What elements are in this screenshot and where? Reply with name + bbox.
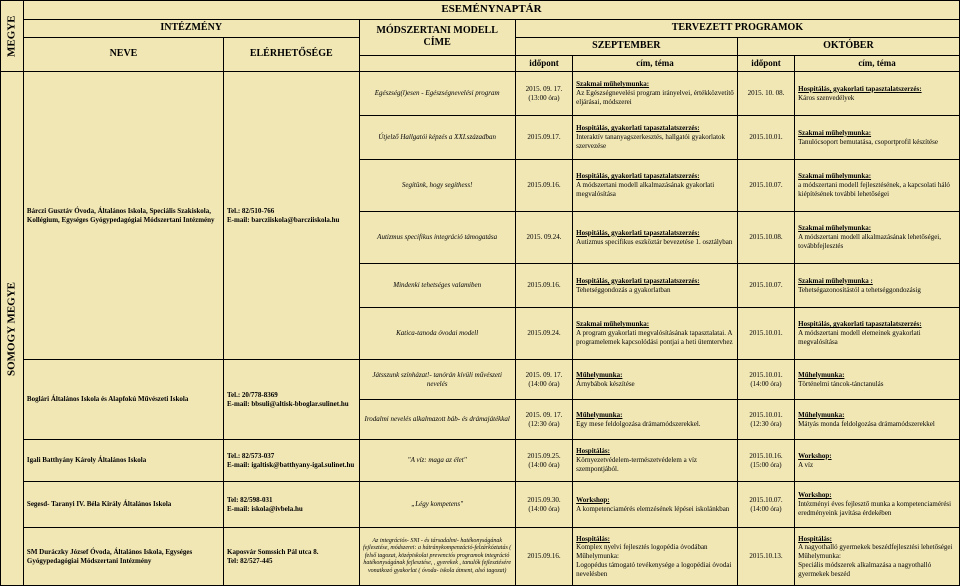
model-0: Egészség(l)esen - Egészségnevelési progr…: [359, 72, 515, 116]
inst-name-0: Bárczi Gusztáv Óvoda, Általános Iskola, …: [23, 72, 223, 360]
st-9: Workshop:A kompetenciamérés elemzésének …: [573, 482, 738, 528]
model-1: Útjelző Hallgatói képzés a XXI.században: [359, 116, 515, 160]
od-4: 2015.10.07.: [737, 264, 794, 308]
sd-2: 2015.09.16.: [515, 160, 572, 212]
od-0: 2015. 10. 08.: [737, 72, 794, 116]
model-5: Katica-tanoda óvodai modell: [359, 308, 515, 360]
od-6: 2015.10.01. (14:00 óra): [737, 360, 794, 400]
od-3: 2015.10.08.: [737, 212, 794, 264]
ot-4: Szakmai műhelymunka :Tehetségazonosítást…: [795, 264, 960, 308]
model-8: "A víz: maga az élet": [359, 440, 515, 482]
model-2: Segítünk, hogy segíthess!: [359, 160, 515, 212]
sd-9: 2015.09.30. (14:00 óra): [515, 482, 572, 528]
model-9: „Légy kompetens": [359, 482, 515, 528]
sd-4: 2015.09.16.: [515, 264, 572, 308]
ot-1: Szakmai műhelymunka:Tanulócsoport bemuta…: [795, 116, 960, 160]
inst-contact-0: Tel.: 82/510-766 E-mail: barcziiskola@ba…: [224, 72, 359, 360]
sd-8: 2015.09.25. (14:00 óra): [515, 440, 572, 482]
st-1: Hospitálás, gyakorlati tapasztalatszerzé…: [573, 116, 738, 160]
st-5: Szakmai műhelymunka:A program gyakorlati…: [573, 308, 738, 360]
model-7: Irodalmi nevelés alkalmazott báb- és drá…: [359, 400, 515, 440]
inst-contact-2: Tel.: 82/573-037 E-mail: igaltisk@batthy…: [224, 440, 359, 482]
ot-header: cím, téma: [795, 55, 960, 71]
ot-10: Hospitálás:A nagyothalló gyermekek beszé…: [795, 528, 960, 586]
oct-header: OKTÓBER: [737, 37, 959, 55]
model-sub: [359, 55, 515, 71]
sd-5: 2015.09.24.: [515, 308, 572, 360]
county-header: MEGYE: [1, 1, 24, 72]
ot-3: Szakmai műhelymunka:A módszertani modell…: [795, 212, 960, 264]
reach-header: ELÉRHETŐSÉGE: [224, 37, 359, 71]
sd-header: időpont: [515, 55, 572, 71]
institution-header: INTÉZMÉNY: [23, 20, 359, 38]
od-7: 2015.10.01. (12:30 óra): [737, 400, 794, 440]
ot-2: Szakmai műhelymunka:a módszertani modell…: [795, 160, 960, 212]
model-10: Az integrációs- SNI - és társadalmi- hat…: [359, 528, 515, 586]
od-9: 2015.10.07. (14:00 óra): [737, 482, 794, 528]
st-2: Hospitálás, gyakorlati tapasztalatszerzé…: [573, 160, 738, 212]
st-7: Műhelymunka:Egy mese feldolgozása drámam…: [573, 400, 738, 440]
ot-7: Műhelymunka:Mátyás monda feldolgozása dr…: [795, 400, 960, 440]
od-10: 2015.10.13.: [737, 528, 794, 586]
sd-3: 2015. 09.24.: [515, 212, 572, 264]
st-0: Szakmai műhelymunka:Az Egészségnevelési …: [573, 72, 738, 116]
od-header: időpont: [737, 55, 794, 71]
event-calendar-table: MEGYE ESEMÉNYNAPTÁR INTÉZMÉNY MÓDSZERTAN…: [0, 0, 960, 586]
st-3: Hospitálás, gyakorlati tapasztalatszerzé…: [573, 212, 738, 264]
sd-1: 2015.09.17.: [515, 116, 572, 160]
county-name: SOMOGY MEGYE: [1, 72, 24, 586]
od-8: 2015.10.16. (15:00 óra): [737, 440, 794, 482]
planned-header: TERVEZETT PROGRAMOK: [515, 20, 959, 38]
model-4: Mindenki tehetséges valamiben: [359, 264, 515, 308]
ot-6: Műhelymunka:Történelmi táncok-tánctanulá…: [795, 360, 960, 400]
sd-6: 2015. 09. 17. (14:00 óra): [515, 360, 572, 400]
sd-0: 2015. 09. 17. (13:00 óra): [515, 72, 572, 116]
inst-contact-1: Tel.: 20/778-8369 E-mail: bbsuli@altisk-…: [224, 360, 359, 440]
st-header: cím, téma: [573, 55, 738, 71]
model-3: Autizmus specifikus integráció támogatás…: [359, 212, 515, 264]
ot-5: Hospitálás, gyakorlati tapasztalatszerzé…: [795, 308, 960, 360]
main-title: ESEMÉNYNAPTÁR: [23, 1, 959, 20]
od-2: 2015.10.07.: [737, 160, 794, 212]
st-6: Műhelymunka:Árnybábok készítése: [573, 360, 738, 400]
ot-9: Workshop:Intézményi éves fejlesztő munka…: [795, 482, 960, 528]
sd-10: 2015.09.16.: [515, 528, 572, 586]
sept-header: SZEPTEMBER: [515, 37, 737, 55]
inst-contact-3: Tel: 82/598-031 E-mail: iskola@ivbela.hu: [224, 482, 359, 528]
ot-0: Hospitálás, gyakorlati tapasztalatszerzé…: [795, 72, 960, 116]
inst-contact-4: Kaposvár Somssich Pál utca 8. Tel: 82/52…: [224, 528, 359, 586]
sd-7: 2015. 09. 17. (12:30 óra): [515, 400, 572, 440]
model-header: MÓDSZERTANI MODELL CÍME: [359, 20, 515, 56]
name-header: NEVE: [23, 37, 223, 71]
inst-name-4: SM Duráczky József Óvoda, Általános Isko…: [23, 528, 223, 586]
inst-name-2: Igali Batthyány Károly Általános Iskola: [23, 440, 223, 482]
od-1: 2015.10.01.: [737, 116, 794, 160]
st-10: Hospitálás:Komplex nyelvi fejlesztés log…: [573, 528, 738, 586]
st-4: Hospitálás, gyakorlati tapasztalatszerzé…: [573, 264, 738, 308]
model-6: Játsszunk színházat!- tanórán kívüli műv…: [359, 360, 515, 400]
st-8: Hospitálás:Környezetvédelem-természetvéd…: [573, 440, 738, 482]
od-5: 2015.10.01.: [737, 308, 794, 360]
ot-8: Workshop:A víz: [795, 440, 960, 482]
inst-name-1: Boglári Általános Iskola és Alapfokú Műv…: [23, 360, 223, 440]
inst-name-3: Segesd- Taranyi IV. Béla Király Általáno…: [23, 482, 223, 528]
